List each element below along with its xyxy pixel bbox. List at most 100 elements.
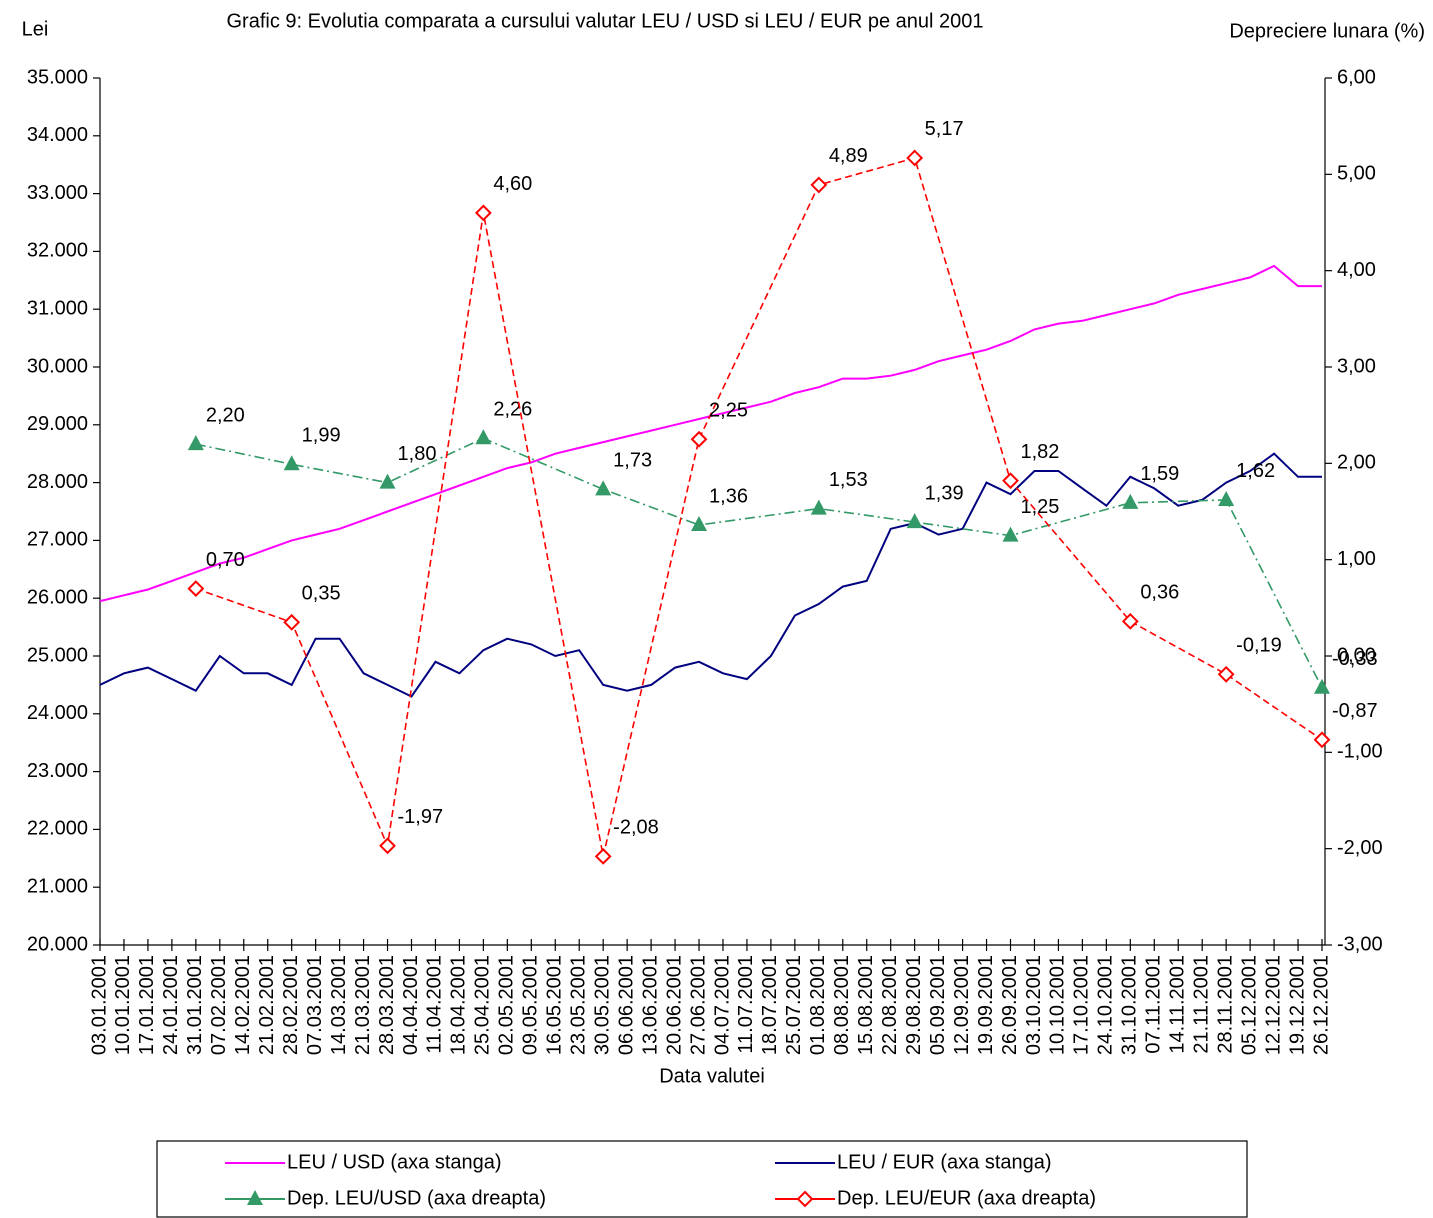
marker [810,176,828,194]
y-tick-label: 23.000 [27,760,88,782]
y-axis-title: Lei [22,18,49,40]
x-tick-label: 26.12.2001 [1310,955,1332,1055]
marker [475,429,492,445]
y2-tick-label: 3,00 [1337,355,1376,377]
x-axis-title: Data valutei [659,1065,765,1087]
y2-tick-label: -1,00 [1337,741,1383,763]
marker [1121,612,1139,630]
data-label: 5,17 [925,118,964,140]
y-tick-label: 33.000 [27,182,88,204]
legend-box [156,1140,1248,1218]
data-label: 1,59 [1140,463,1179,485]
chart-title: Grafic 9: Evolutia comparata a cursului … [226,10,983,32]
marker [1314,678,1330,694]
x-tick-label: 18.07.2001 [759,955,781,1055]
x-tick-label: 12.12.2001 [1262,955,1284,1055]
x-tick-label: 14.11.2001 [1167,955,1189,1054]
y-tick-label: 21.000 [27,875,88,897]
x-tick-label: 19.12.2001 [1286,955,1308,1055]
marker [690,430,708,448]
marker [187,435,204,451]
y-tick-label: 20.000 [27,933,88,955]
y-tick-label: 25.000 [27,644,88,666]
x-tick-label: 06.06.2001 [615,955,637,1055]
x-tick-label: 15.08.2001 [855,955,877,1055]
data-label: -0,87 [1332,700,1378,722]
x-tick-label: 18.04.2001 [448,955,470,1055]
x-tick-label: 28.11.2001 [1214,955,1236,1054]
y-tick-label: 30.000 [27,355,88,377]
y2-tick-label: 0,00 [1337,644,1376,666]
y2-tick-label: 1,00 [1337,548,1376,570]
x-tick-label: 12.09.2001 [951,955,973,1055]
marker [474,204,492,222]
marker [1002,526,1019,542]
y-tick-label: 35.000 [27,66,88,88]
x-tick-label: 25.04.2001 [472,955,494,1055]
marker [691,515,708,531]
marker [1217,665,1235,683]
marker [1313,731,1331,749]
data-label: 1,39 [925,482,964,504]
marker [1002,472,1019,490]
marker [594,847,612,865]
y-tick-label: 22.000 [27,818,88,840]
series-line [99,452,1322,698]
x-tick-label: 24.10.2001 [1095,955,1117,1055]
x-tick-label: 05.12.2001 [1238,955,1260,1055]
y2-tick-label: 2,00 [1337,452,1376,474]
x-tick-label: 03.10.2001 [1023,955,1045,1055]
marker [906,149,924,167]
x-tick-label: 08.08.2001 [831,955,853,1055]
x-tick-label: 22.08.2001 [879,955,901,1055]
data-label: 0,70 [206,549,245,571]
y2-tick-label: -2,00 [1337,837,1383,859]
series-line [195,437,1323,689]
x-tick-label: 31.10.2001 [1119,955,1141,1055]
series-line [195,157,1323,857]
x-tick-label: 05.09.2001 [927,955,949,1055]
marker [1122,493,1139,509]
data-label: 1,25 [1021,496,1060,518]
marker [283,455,300,471]
x-tick-label: 17.10.2001 [1071,955,1093,1055]
x-tick-label: 14.02.2001 [232,955,254,1055]
x-tick-label: 29.08.2001 [903,955,925,1055]
marker [283,613,301,631]
x-tick-label: 13.06.2001 [639,955,661,1055]
x-tick-label: 07.03.2001 [304,955,326,1055]
legend-label: LEU / USD (axa stanga) [287,1151,502,1173]
data-label: 1,36 [709,485,748,507]
marker [1218,490,1235,506]
data-label: 1,62 [1236,460,1275,482]
data-label: 2,20 [206,404,245,426]
x-tick-label: 19.09.2001 [975,955,997,1055]
data-label: 1,80 [398,443,437,465]
marker [595,480,612,496]
x-tick-label: 24.01.2001 [160,955,182,1055]
x-tick-label: 26.09.2001 [999,955,1021,1055]
x-tick-label: 25.07.2001 [783,955,805,1055]
y2-axis-title: Depreciere lunara (%) [1229,20,1425,42]
x-tick-label: 01.08.2001 [807,955,829,1055]
x-tick-label: 28.02.2001 [280,955,302,1055]
y-tick-label: 29.000 [27,413,88,435]
marker [379,837,396,855]
marker [906,513,923,529]
x-tick-label: 07.11.2001 [1143,955,1165,1054]
y-tick-label: 31.000 [27,297,88,319]
x-tick-label: 23.05.2001 [567,955,589,1055]
data-label: 1,73 [613,450,652,472]
x-tick-label: 20.06.2001 [663,955,685,1055]
data-label: -2,08 [613,817,659,839]
x-tick-label: 04.07.2001 [711,955,733,1055]
y-tick-label: 27.000 [27,529,88,551]
y-tick-label: 34.000 [27,124,88,146]
x-tick-label: 02.05.2001 [496,955,518,1055]
x-tick-label: 10.01.2001 [112,955,134,1055]
x-tick-label: 21.11.2001 [1190,955,1212,1054]
x-tick-label: 14.03.2001 [328,955,350,1055]
x-tick-label: 21.02.2001 [256,955,278,1055]
data-label: -0,19 [1236,635,1282,657]
